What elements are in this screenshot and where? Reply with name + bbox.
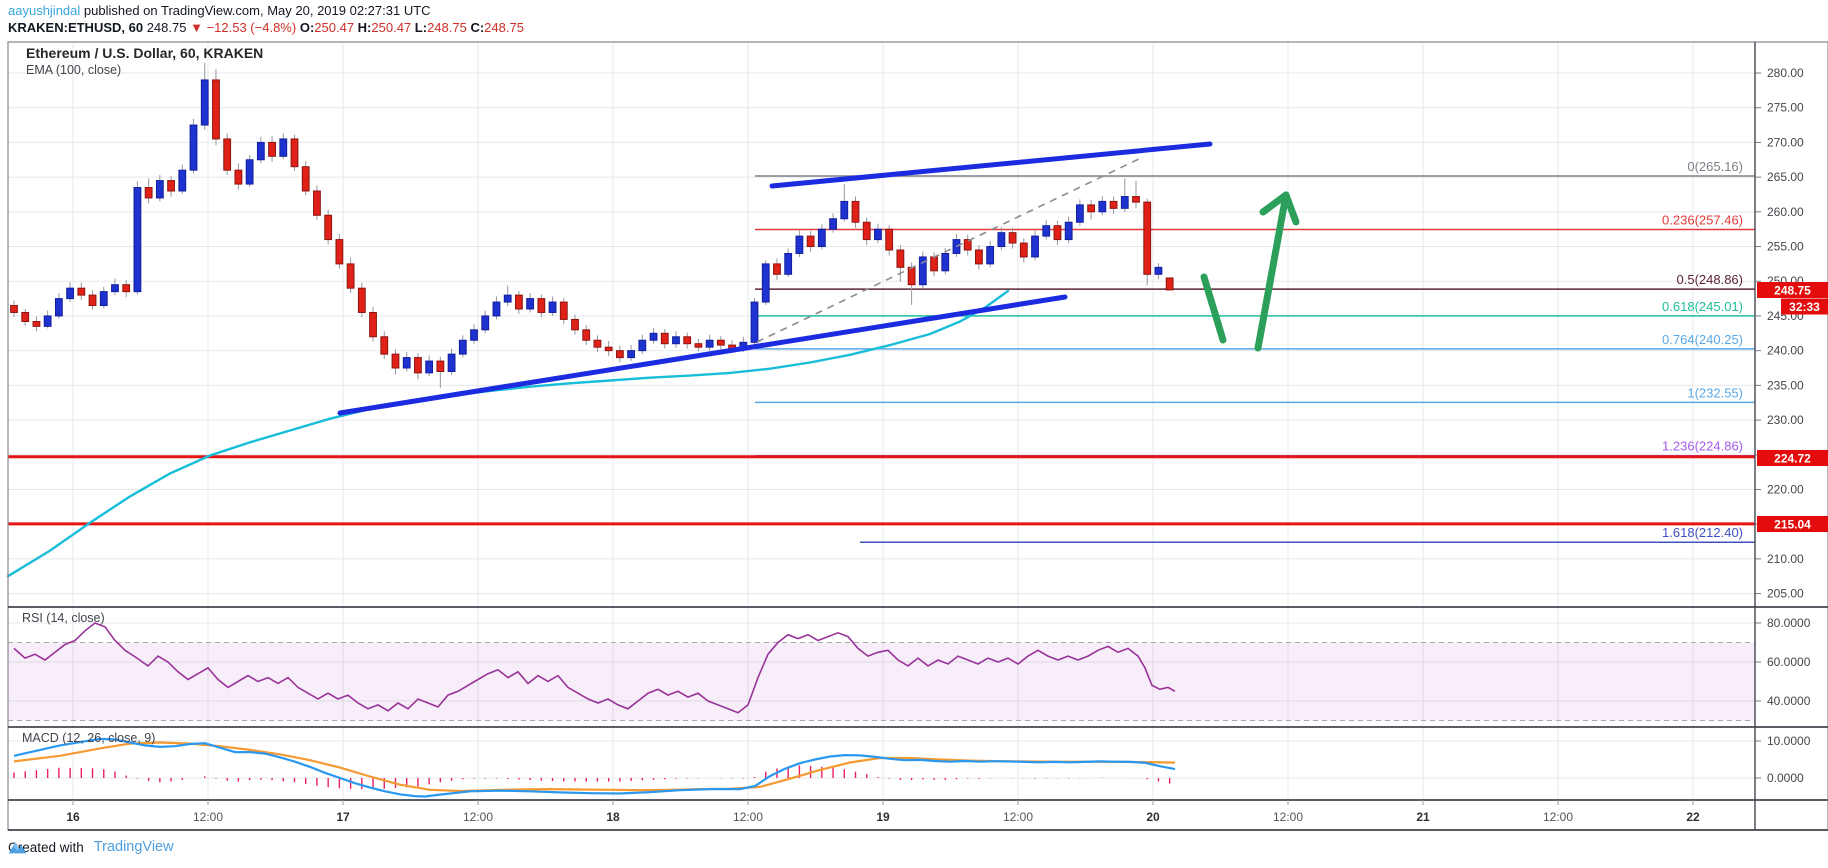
tradingview-brand-link[interactable]: TradingView xyxy=(93,839,174,855)
trendline-upper-resistance[interactable] xyxy=(769,141,1213,189)
created-with-text: Created with xyxy=(8,839,84,855)
svg-text:1.618(212.40): 1.618(212.40) xyxy=(1662,525,1743,540)
svg-text:17: 17 xyxy=(336,810,350,824)
open-label: O: xyxy=(299,20,315,35)
svg-text:60.0000: 60.0000 xyxy=(1767,655,1811,669)
svg-text:255.00: 255.00 xyxy=(1767,240,1804,254)
svg-text:16: 16 xyxy=(66,810,80,824)
svg-text:12:00: 12:00 xyxy=(193,810,223,824)
svg-text:0.0000: 0.0000 xyxy=(1767,771,1804,785)
publish-info: published on TradingView.com, May 20, 20… xyxy=(80,3,431,18)
svg-text:270.00: 270.00 xyxy=(1767,135,1804,149)
publish-header: aayushjindal published on TradingView.co… xyxy=(8,3,431,18)
svg-text:10.0000: 10.0000 xyxy=(1767,734,1811,748)
price-badges: 248.75 32:33 224.72 215.04 xyxy=(1757,282,1828,532)
macd-line xyxy=(13,737,1176,798)
ema-100-line xyxy=(6,289,1010,578)
svg-text:32:33: 32:33 xyxy=(1789,300,1820,314)
svg-text:0(265.16): 0(265.16) xyxy=(1687,159,1743,174)
svg-text:265.00: 265.00 xyxy=(1767,170,1804,184)
svg-text:12:00: 12:00 xyxy=(733,810,763,824)
svg-text:0.618(245.01): 0.618(245.01) xyxy=(1662,299,1743,314)
last-price: 248.75 xyxy=(146,20,187,35)
rsi-indicator-label: RSI (14, close) xyxy=(22,611,105,625)
projection-dashed-line[interactable] xyxy=(756,156,1144,343)
rsi-pane xyxy=(8,622,1755,721)
svg-text:224.72: 224.72 xyxy=(1774,452,1811,466)
svg-text:12:00: 12:00 xyxy=(1273,810,1303,824)
low-value: 248.75 xyxy=(427,20,467,35)
price-axis[interactable]: 280.00275.00270.00265.00260.00255.00250.… xyxy=(1755,66,1811,785)
svg-text:235.00: 235.00 xyxy=(1767,378,1804,392)
svg-text:12:00: 12:00 xyxy=(1003,810,1033,824)
svg-text:18: 18 xyxy=(606,810,620,824)
svg-text:0.5(248.86): 0.5(248.86) xyxy=(1677,272,1744,287)
svg-text:22: 22 xyxy=(1686,810,1700,824)
symbol-status-line: KRAKEN:ETHUSD, 60 248.75 ▼ −12.53 (−4.8%… xyxy=(8,20,524,35)
low-label: L: xyxy=(414,20,428,35)
trendline-lower-support[interactable] xyxy=(337,294,1068,416)
symbol-name: KRAKEN:ETHUSD, 60 xyxy=(8,20,144,35)
svg-text:1.236(224.86): 1.236(224.86) xyxy=(1662,439,1743,454)
svg-text:280.00: 280.00 xyxy=(1767,66,1804,80)
svg-text:20: 20 xyxy=(1146,810,1160,824)
svg-text:12:00: 12:00 xyxy=(1543,810,1573,824)
author-name: aayushjindal xyxy=(8,3,81,18)
price-change: ▼ −12.53 (−4.8%) xyxy=(190,20,297,35)
svg-text:205.00: 205.00 xyxy=(1767,587,1804,601)
svg-text:12:00: 12:00 xyxy=(463,810,493,824)
macd-signal-line xyxy=(13,741,1176,793)
svg-text:19: 19 xyxy=(876,810,890,824)
ema-indicator-label: EMA (100, close) xyxy=(26,63,122,77)
svg-text:215.04: 215.04 xyxy=(1774,518,1811,532)
main-pane-title: Ethereum / U.S. Dollar, 60, KRAKEN xyxy=(26,45,264,61)
svg-text:260.00: 260.00 xyxy=(1767,205,1804,219)
support-lines xyxy=(8,455,1755,526)
close-value: 248.75 xyxy=(484,20,524,35)
footer: Created with TradingView xyxy=(8,839,174,855)
svg-text:220.00: 220.00 xyxy=(1767,482,1804,496)
grid-lines xyxy=(8,42,1755,800)
macd-indicator-label: MACD (12, 26, close, 9) xyxy=(22,731,156,745)
svg-text:80.0000: 80.0000 xyxy=(1767,616,1811,630)
high-value: 250.47 xyxy=(371,20,412,35)
macd-pane xyxy=(13,737,1176,798)
svg-text:0.764(240.25): 0.764(240.25) xyxy=(1662,332,1743,347)
svg-text:40.0000: 40.0000 xyxy=(1767,694,1811,708)
high-label: H: xyxy=(357,20,372,35)
candles-layer xyxy=(10,62,1174,389)
pane-frame xyxy=(7,41,1828,831)
svg-text:21: 21 xyxy=(1416,810,1430,824)
time-axis[interactable]: 16 12:00 17 12:00 18 12:00 19 12:00 20 12:00 21 12:… xyxy=(66,800,1700,824)
svg-text:240.00: 240.00 xyxy=(1767,344,1804,358)
close-label: C: xyxy=(470,20,485,35)
svg-text:0.236(257.46): 0.236(257.46) xyxy=(1662,212,1743,227)
open-value: 250.47 xyxy=(314,20,355,35)
breakout-green-arrow[interactable] xyxy=(1200,191,1300,352)
svg-text:210.00: 210.00 xyxy=(1767,552,1804,566)
rsi-line xyxy=(13,622,1176,714)
svg-text:230.00: 230.00 xyxy=(1767,413,1804,427)
svg-text:248.75: 248.75 xyxy=(1774,284,1811,298)
svg-text:1(232.55): 1(232.55) xyxy=(1687,385,1743,400)
svg-text:275.00: 275.00 xyxy=(1767,101,1804,115)
